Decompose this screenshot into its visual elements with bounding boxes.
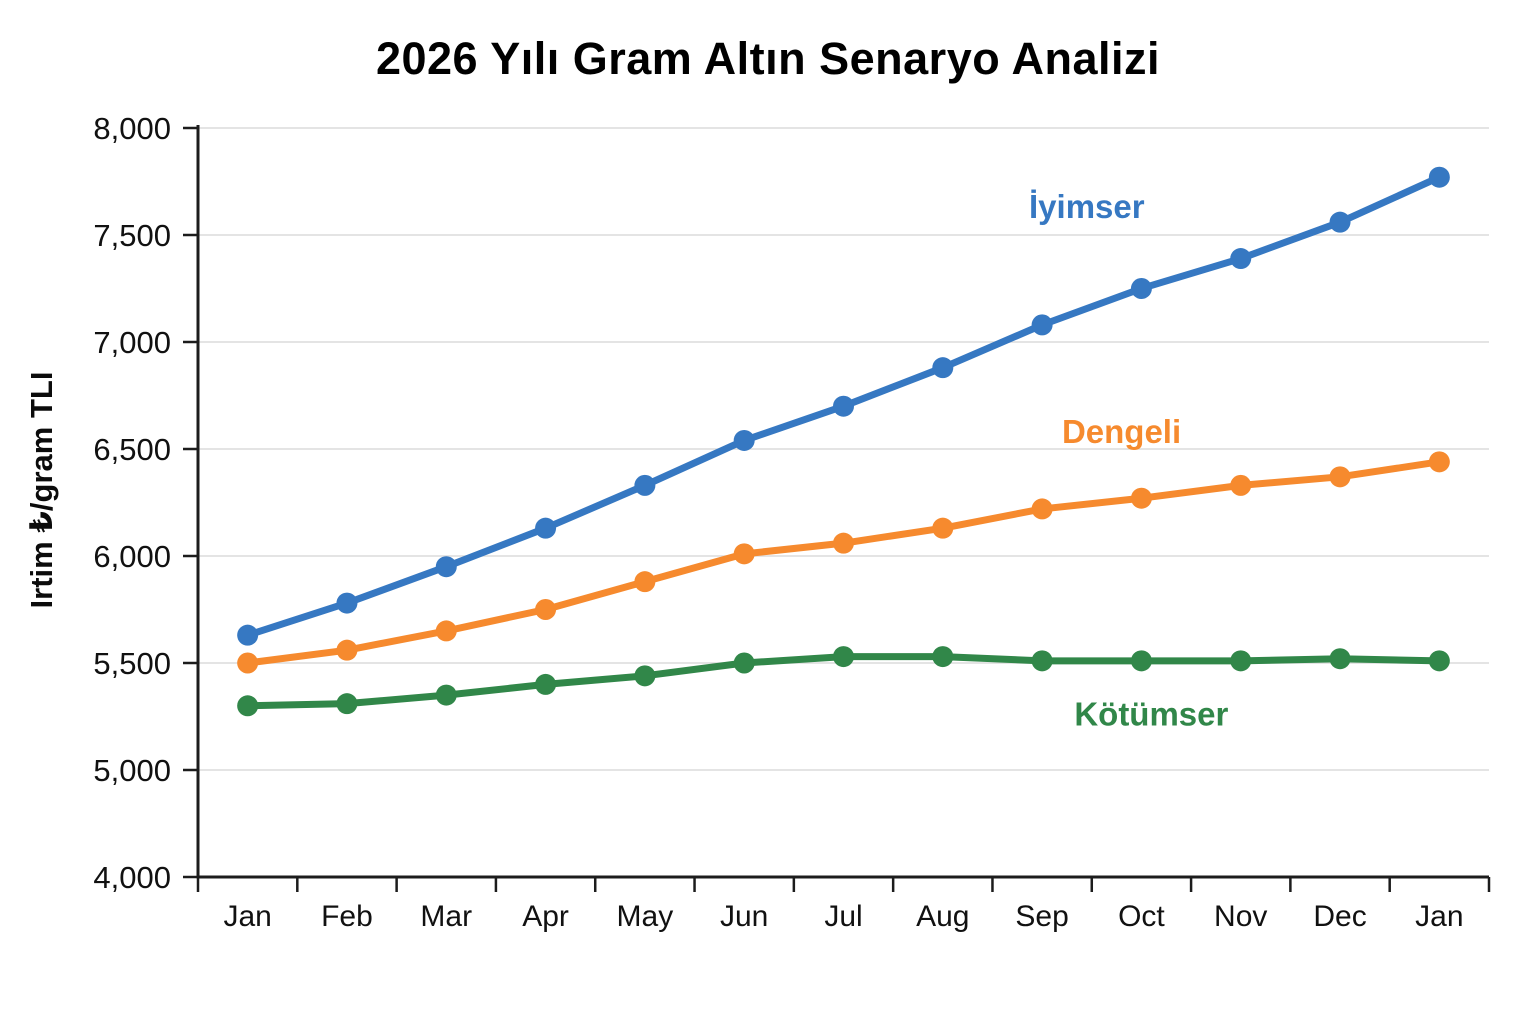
x-tick-label: Jan [1415, 900, 1463, 933]
data-point-i̇yimser [1428, 166, 1450, 188]
data-point-dengeli [1428, 451, 1450, 473]
data-point-kötümser [1130, 650, 1152, 672]
data-point-dengeli [1329, 466, 1351, 488]
data-point-kötümser [336, 693, 358, 715]
data-point-i̇yimser [1130, 278, 1152, 299]
data-point-kötümser [1329, 648, 1351, 670]
y-tick-label: 6,000 [93, 539, 171, 574]
data-point-kötümser [1031, 650, 1053, 672]
x-tick-label: Dec [1313, 900, 1366, 933]
data-point-i̇yimser [435, 556, 457, 578]
series-label-dengeli: Dengeli [1062, 413, 1181, 450]
data-point-i̇yimser [535, 517, 557, 539]
data-point-i̇yimser [237, 624, 259, 646]
data-point-dengeli [634, 571, 656, 593]
x-tick-label: May [617, 900, 674, 933]
series-label-i̇yimser: İyimser [1029, 188, 1145, 225]
data-point-kötümser [733, 652, 755, 674]
series-label-kötümser: Kötümser [1074, 695, 1228, 732]
data-point-dengeli [1031, 498, 1053, 520]
data-point-kötümser [833, 646, 854, 668]
data-point-kötümser [535, 673, 557, 695]
data-point-dengeli [535, 599, 557, 620]
y-tick-label: 7,500 [93, 218, 171, 253]
data-point-dengeli [336, 639, 358, 661]
x-tick-label: Oct [1118, 900, 1165, 933]
data-point-i̇yimser [833, 395, 854, 417]
y-tick-label: 7,000 [93, 325, 171, 360]
data-point-dengeli [733, 543, 755, 565]
data-point-kötümser [435, 684, 457, 706]
x-tick-label: Feb [321, 900, 373, 933]
x-tick-label: Jun [720, 900, 768, 933]
data-point-dengeli [833, 532, 854, 554]
data-point-dengeli [1230, 474, 1252, 496]
y-tick-label: 8,000 [93, 111, 171, 146]
data-point-i̇yimser [1230, 248, 1252, 270]
y-tick-label: 5,500 [93, 646, 171, 681]
y-tick-label: 4,000 [93, 860, 171, 895]
data-point-kötümser [237, 695, 259, 717]
x-tick-label: Apr [522, 900, 569, 933]
data-point-dengeli [1130, 487, 1152, 509]
x-tick-label: Sep [1015, 900, 1068, 933]
data-point-dengeli [435, 620, 457, 642]
y-tick-label: 6,500 [93, 432, 171, 467]
data-point-i̇yimser [733, 429, 755, 451]
chart-title: 2026 Yılı Gram Altın Senaryo Analizi [375, 33, 1161, 84]
data-point-dengeli [237, 652, 259, 674]
x-tick-label: Mar [420, 900, 472, 933]
data-point-i̇yimser [336, 592, 358, 614]
data-point-i̇yimser [1329, 211, 1351, 233]
x-tick-label: Jan [223, 900, 271, 933]
data-point-kötümser [932, 646, 954, 668]
data-point-i̇yimser [932, 357, 954, 379]
data-point-dengeli [932, 517, 954, 539]
data-point-kötümser [1428, 650, 1450, 672]
data-point-kötümser [1230, 650, 1252, 672]
x-tick-label: Nov [1214, 900, 1267, 933]
x-tick-label: Jul [824, 900, 862, 933]
x-tick-label: Aug [916, 900, 969, 933]
data-point-i̇yimser [634, 474, 656, 496]
y-tick-label: 5,000 [93, 753, 171, 788]
data-point-i̇yimser [1031, 314, 1053, 336]
data-point-kötümser [634, 665, 656, 687]
series-line-dengeli [244, 458, 1443, 667]
